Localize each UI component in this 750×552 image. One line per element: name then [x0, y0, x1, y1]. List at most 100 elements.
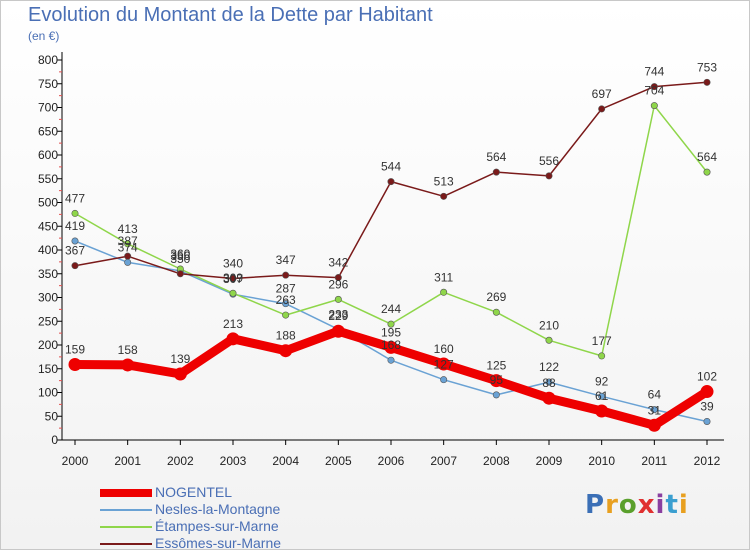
data-label-1: 356: [170, 249, 190, 263]
data-point-2: [492, 308, 500, 316]
data-label-0: 102: [697, 370, 717, 384]
data-point-2: [598, 352, 606, 360]
data-point-1: [387, 356, 395, 364]
data-label-1: 307: [223, 272, 243, 286]
y-tick-label: 650: [38, 124, 58, 138]
data-label-3: 556: [539, 154, 559, 168]
data-label-0: 188: [276, 329, 296, 343]
data-label-3: 564: [486, 150, 506, 164]
axes: [57, 52, 724, 445]
data-point-0: [595, 404, 609, 418]
data-label-3: 342: [328, 256, 348, 270]
data-point-1: [545, 378, 553, 386]
data-point-3: [124, 252, 132, 260]
y-tick-label: 800: [38, 53, 58, 67]
data-point-3: [703, 78, 711, 86]
y-tick-label: 550: [38, 172, 58, 186]
tick-labels: 0 50 100 150 200 250 300 350 400 450 500 550 600 650 7…: [38, 53, 721, 468]
data-label-2: 177: [592, 334, 612, 348]
data-point-3: [387, 178, 395, 186]
x-tick-label: 2005: [325, 454, 352, 468]
data-label-0: 61: [595, 389, 609, 403]
data-point-1: [124, 258, 132, 266]
data-label-0: 160: [434, 342, 454, 356]
chart-title: Evolution du Montant de la Dette par Hab…: [28, 4, 433, 26]
x-tick-label: 2010: [588, 454, 615, 468]
data-point-0: [700, 385, 714, 399]
data-point-1: [598, 392, 606, 400]
data-point-1: [650, 406, 658, 414]
legend-swatch: [100, 542, 152, 545]
data-point-0: [173, 367, 187, 381]
data-point-2: [545, 336, 553, 344]
x-tick-label: 2002: [167, 454, 194, 468]
data-point-0: [226, 332, 240, 346]
data-point-2: [703, 168, 711, 176]
data-label-2: 210: [539, 318, 559, 332]
data-point-1: [71, 237, 79, 245]
data-point-3: [545, 172, 553, 180]
data-label-1: 39: [700, 399, 714, 413]
data-point-2: [71, 209, 79, 217]
data-label-2: 311: [434, 270, 453, 284]
logo-letter: o: [618, 490, 638, 520]
data-point-2: [387, 320, 395, 328]
y-tick-label: 250: [38, 314, 58, 328]
data-point-0: [68, 357, 82, 371]
legend-swatch: [100, 488, 152, 497]
x-tick-label: 2006: [378, 454, 405, 468]
y-tick-label: 0: [51, 433, 58, 447]
data-label-3: 697: [592, 87, 612, 101]
x-tick-label: 2007: [430, 454, 457, 468]
legend-swatch: [100, 508, 152, 511]
data-point-3: [334, 274, 342, 282]
data-label-3: 347: [276, 253, 296, 267]
data-point-2: [282, 311, 290, 319]
data-point-0: [647, 418, 661, 432]
data-label-2: 309: [223, 271, 243, 285]
data-point-0: [279, 344, 293, 358]
legend-label: Étampes-sur-Marne: [155, 518, 279, 534]
data-label-1: 95: [490, 373, 504, 387]
logo-letter: i: [655, 490, 666, 520]
x-tick-label: 2012: [694, 454, 721, 468]
chart-subtitle: (en €): [28, 29, 60, 43]
data-label-1: 419: [65, 219, 85, 233]
data-point-3: [650, 83, 658, 91]
proxiti-logo: Proxiti: [585, 490, 689, 520]
data-point-1: [492, 391, 500, 399]
data-point-0: [331, 324, 345, 338]
y-tick-label: 350: [38, 267, 58, 281]
data-point-3: [71, 262, 79, 270]
data-label-3: 744: [644, 65, 664, 79]
data-label-3: 387: [118, 234, 138, 248]
y-tick-label: 500: [38, 196, 58, 210]
data-label-2: 704: [644, 84, 664, 98]
data-point-0: [384, 340, 398, 354]
data-label-1: 168: [381, 338, 401, 352]
legend-label: NOGENTEL: [155, 484, 233, 500]
y-tick-label: 150: [38, 362, 58, 376]
x-tick-label: 2011: [641, 454, 667, 468]
data-label-3: 753: [697, 60, 717, 74]
legend-label: Essômes-sur-Marne: [155, 535, 282, 551]
x-tick-label: 2004: [272, 454, 299, 468]
y-tick-label: 200: [38, 338, 58, 352]
data-label-0: 213: [223, 317, 243, 331]
data-label-0: 159: [65, 342, 85, 356]
data-point-0: [542, 391, 556, 405]
data-point-0: [121, 358, 135, 372]
data-label-2: 413: [118, 222, 138, 236]
data-label-0: 229: [328, 309, 348, 323]
y-tick-label: 600: [38, 148, 58, 162]
data-point-3: [229, 274, 237, 282]
y-tick-label: 700: [38, 101, 58, 115]
data-label-1: 287: [276, 282, 296, 296]
data-label-2: 564: [697, 150, 717, 164]
data-label-3: 340: [223, 257, 243, 271]
y-tick-label: 50: [45, 409, 59, 423]
logo-letter: P: [585, 490, 606, 520]
x-tick-label: 2009: [536, 454, 563, 468]
